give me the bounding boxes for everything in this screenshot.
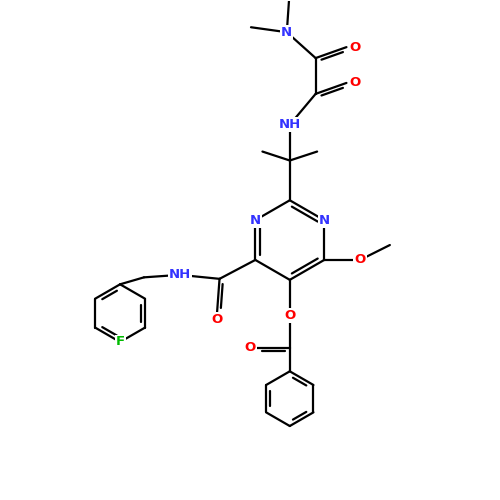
Text: O: O [212, 313, 222, 326]
Text: NH: NH [278, 118, 301, 131]
Text: O: O [244, 342, 256, 354]
Text: NH: NH [168, 268, 191, 281]
Text: F: F [116, 336, 124, 348]
Text: O: O [284, 309, 296, 322]
Text: O: O [350, 76, 361, 90]
Text: N: N [281, 26, 292, 38]
Text: O: O [350, 40, 361, 54]
Text: O: O [354, 254, 366, 266]
Text: N: N [250, 214, 261, 226]
Text: N: N [318, 214, 330, 226]
